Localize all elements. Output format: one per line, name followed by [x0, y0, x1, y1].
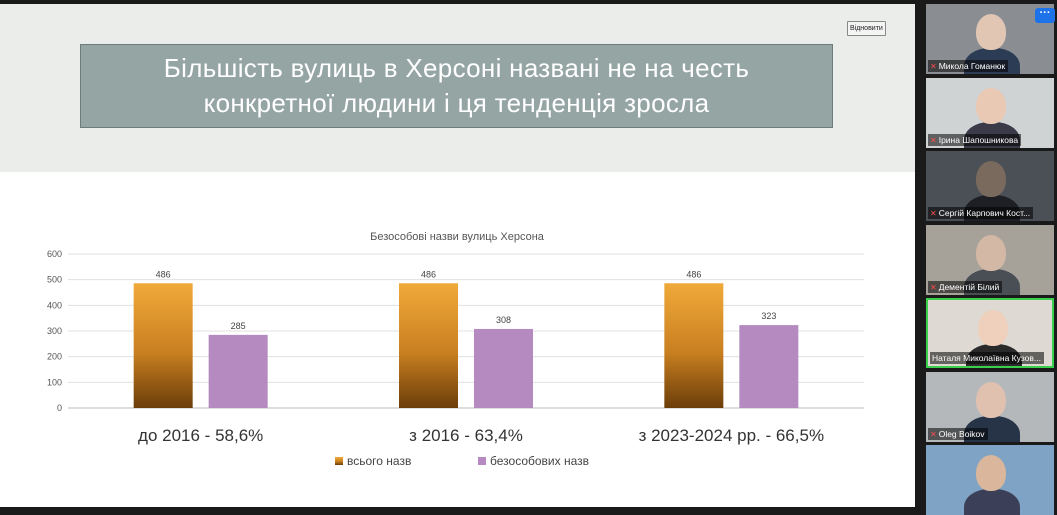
category-label: з 2023-2024 рр. - 66,5%	[639, 426, 824, 445]
slide-title-box: Більшість вулиць в Херсоні названі не на…	[80, 44, 833, 128]
participant-name-text: Микола Гоманюк	[938, 61, 1006, 71]
participant-name-text: Наталя Миколаївна Кузов...	[932, 353, 1041, 363]
y-tick-label: 200	[47, 352, 62, 362]
y-tick-label: 400	[47, 300, 62, 310]
mic-muted-icon: ✕	[930, 62, 937, 71]
slide-title: Більшість вулиць в Херсоні названі не на…	[163, 53, 750, 118]
shared-slide: Відновити Більшість вулиць в Херсоні наз…	[0, 4, 915, 507]
bar-total	[133, 283, 193, 408]
participant-name-text: Дементій Білий	[938, 281, 1000, 292]
y-tick-label: 300	[47, 326, 62, 336]
chart-title: Безособові назви вулиць Херсона	[370, 231, 545, 243]
mic-muted-icon: ✕	[930, 135, 937, 145]
participant-video-face	[976, 455, 1006, 491]
participant-name: ✕ Микола Гоманюк	[928, 60, 1009, 72]
y-tick-label: 100	[47, 377, 62, 387]
participant-name: ✕ Дементій Білий	[928, 280, 1003, 293]
bar-total	[399, 283, 458, 408]
participant-name-text: Ірина Шапошникова	[938, 134, 1019, 145]
participant-tile[interactable]: ✕ Дементій Білий	[926, 224, 1054, 295]
data-label: 486	[421, 269, 436, 279]
data-label: 486	[156, 269, 171, 279]
participant-name-text: Сергій Карпович Кост...	[938, 208, 1031, 218]
legend-swatch	[478, 457, 486, 465]
participant-video-face	[978, 310, 1008, 346]
participant-tile[interactable]	[926, 445, 1054, 515]
category-label: до 2016 - 58,6%	[138, 426, 263, 445]
participant-video-face	[976, 234, 1006, 271]
bar-impersonal	[739, 325, 799, 408]
participant-video-face	[976, 87, 1006, 124]
data-label: 486	[686, 269, 701, 279]
participant-name: ✕ Ірина Шапошникова	[928, 133, 1022, 146]
more-options-button[interactable]: ···	[1035, 8, 1055, 23]
legend-label: всього назв	[347, 454, 411, 468]
mic-muted-icon: ✕	[930, 282, 937, 292]
participant-video-face	[976, 14, 1006, 50]
y-tick-label: 0	[57, 403, 62, 413]
data-label: 323	[761, 311, 776, 321]
participant-video-face	[976, 381, 1006, 418]
bar-total	[664, 283, 724, 408]
participant-name: Наталя Миколаївна Кузов...	[930, 352, 1044, 364]
data-label: 285	[231, 321, 246, 331]
participant-tile[interactable]: ✕ Сергій Карпович Кост...	[926, 151, 1054, 221]
participants-sidebar: ✕ Микола Гоманюк ✕ Ірина Шапошникова ✕ Сергій…	[924, 4, 1057, 515]
participant-tile[interactable]: ✕ Oleg Boikov	[926, 371, 1054, 442]
category-label: з 2016 - 63,4%	[409, 426, 523, 445]
mic-muted-icon: ✕	[930, 209, 937, 218]
participant-tile[interactable]: ✕ Ірина Шапошникова	[926, 77, 1054, 148]
participant-name-text: Oleg Boikov	[938, 428, 985, 439]
y-tick-label: 600	[47, 249, 62, 259]
bar-chart: Безособові назви вулиць Херсона 0 100 200 3…	[47, 231, 864, 468]
participant-video-face	[976, 161, 1006, 197]
bar-impersonal	[208, 334, 268, 408]
participant-name: ✕ Сергій Карпович Кост...	[928, 207, 1034, 219]
restore-button[interactable]: Відновити	[847, 21, 886, 36]
participant-tile[interactable]: ✕ Микола Гоманюк	[926, 4, 1054, 74]
bar-impersonal	[474, 328, 533, 408]
data-label: 308	[496, 315, 511, 325]
legend-label: безособових назв	[490, 454, 589, 468]
participant-name: ✕ Oleg Boikov	[928, 427, 988, 440]
participant-video-body	[964, 489, 1020, 515]
participant-tile[interactable]: Наталя Миколаївна Кузов...	[926, 298, 1054, 368]
mic-muted-icon: ✕	[930, 429, 937, 439]
y-tick-label: 500	[47, 275, 62, 285]
legend-swatch	[335, 457, 343, 465]
